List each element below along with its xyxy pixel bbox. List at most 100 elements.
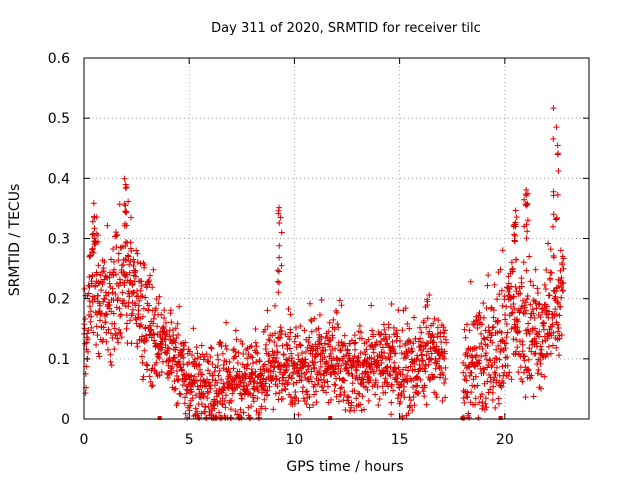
data-point: [507, 294, 514, 301]
data-point: [241, 370, 248, 377]
data-point: [143, 361, 150, 368]
data-point: [214, 352, 221, 359]
data-point: [541, 373, 548, 380]
data-point: [261, 396, 268, 403]
data-point: [123, 325, 130, 332]
data-point: [121, 175, 128, 182]
data-point: [475, 414, 482, 421]
data-point: [276, 204, 283, 211]
data-point: [381, 326, 388, 333]
data-point: [370, 331, 377, 338]
data-point: [477, 393, 484, 400]
data-point: [126, 269, 133, 276]
data-point: [558, 294, 565, 301]
data-point: [554, 321, 561, 328]
data-point: [205, 367, 212, 374]
data-point: [293, 324, 300, 331]
data-point: [147, 378, 154, 385]
data-point: [156, 355, 163, 362]
data-point: [493, 355, 500, 362]
data-point: [401, 394, 408, 401]
data-point: [478, 330, 485, 337]
data-point: [308, 368, 315, 375]
data-point: [394, 395, 401, 402]
data-point: [505, 288, 512, 295]
y-tick-label: 0: [61, 412, 70, 428]
data-point: [513, 214, 520, 221]
data-point: [317, 363, 324, 370]
data-point: [177, 391, 184, 398]
data-point: [292, 400, 299, 407]
data-point: [527, 278, 534, 285]
data-point: [490, 324, 497, 331]
data-point: [139, 313, 146, 320]
data-point: [549, 321, 556, 328]
data-point: [203, 351, 210, 358]
data-point: [146, 281, 153, 288]
data-point: [311, 381, 318, 388]
data-point: [111, 325, 118, 332]
data-point: [209, 361, 216, 368]
data-point: [315, 325, 322, 332]
data-point: [530, 393, 537, 400]
data-point: [185, 373, 192, 380]
data-point: [128, 340, 135, 347]
x-axis-label: GPS time / hours: [286, 459, 403, 475]
data-point: [219, 350, 226, 357]
data-point: [330, 316, 337, 323]
data-point: [403, 364, 410, 371]
data-point: [524, 190, 531, 197]
data-point: [416, 361, 423, 368]
data-point: [384, 340, 391, 347]
data-point: [207, 353, 214, 360]
data-point: [287, 329, 294, 336]
data-point: [136, 323, 143, 330]
data-point: [483, 350, 490, 357]
data-point: [323, 389, 330, 396]
data-point: [106, 280, 113, 287]
data-point: [396, 343, 403, 350]
data-point: [198, 410, 205, 417]
data-point: [93, 341, 100, 348]
data-point: [161, 307, 168, 314]
data-point: [302, 348, 309, 355]
data-point: [137, 287, 144, 294]
data-point: [276, 377, 283, 384]
data-point: [137, 293, 144, 300]
data-point: [399, 366, 406, 373]
data-point: [296, 341, 303, 348]
data-point: [303, 400, 310, 407]
data-point: [391, 365, 398, 372]
data-point: [404, 320, 411, 327]
data-point: [274, 278, 281, 285]
data-point: [378, 360, 385, 366]
data-point: [305, 338, 312, 345]
data-point: [478, 391, 485, 398]
data-point: [90, 329, 97, 336]
data-point: [378, 349, 385, 356]
data-point: [145, 278, 152, 285]
data-point: [133, 320, 140, 327]
data-point: [518, 305, 525, 312]
data-point: [531, 314, 538, 321]
data-point: [525, 320, 532, 327]
data-point: [417, 347, 424, 354]
data-point: [539, 338, 546, 345]
data-point: [267, 363, 274, 370]
data-point: [126, 293, 133, 300]
data-point: [250, 379, 257, 386]
data-point: [204, 395, 211, 402]
data-point: [512, 283, 519, 290]
data-point: [225, 366, 232, 373]
data-point: [318, 297, 325, 304]
data-point: [511, 231, 518, 238]
data-point: [353, 372, 360, 379]
data-point: [85, 290, 92, 297]
data-point: [556, 312, 563, 319]
data-point: [105, 290, 112, 297]
data-point: [188, 352, 195, 359]
data-point: [183, 390, 190, 397]
data-point: [222, 404, 229, 411]
data-point: [81, 285, 88, 292]
data-point: [554, 299, 561, 306]
